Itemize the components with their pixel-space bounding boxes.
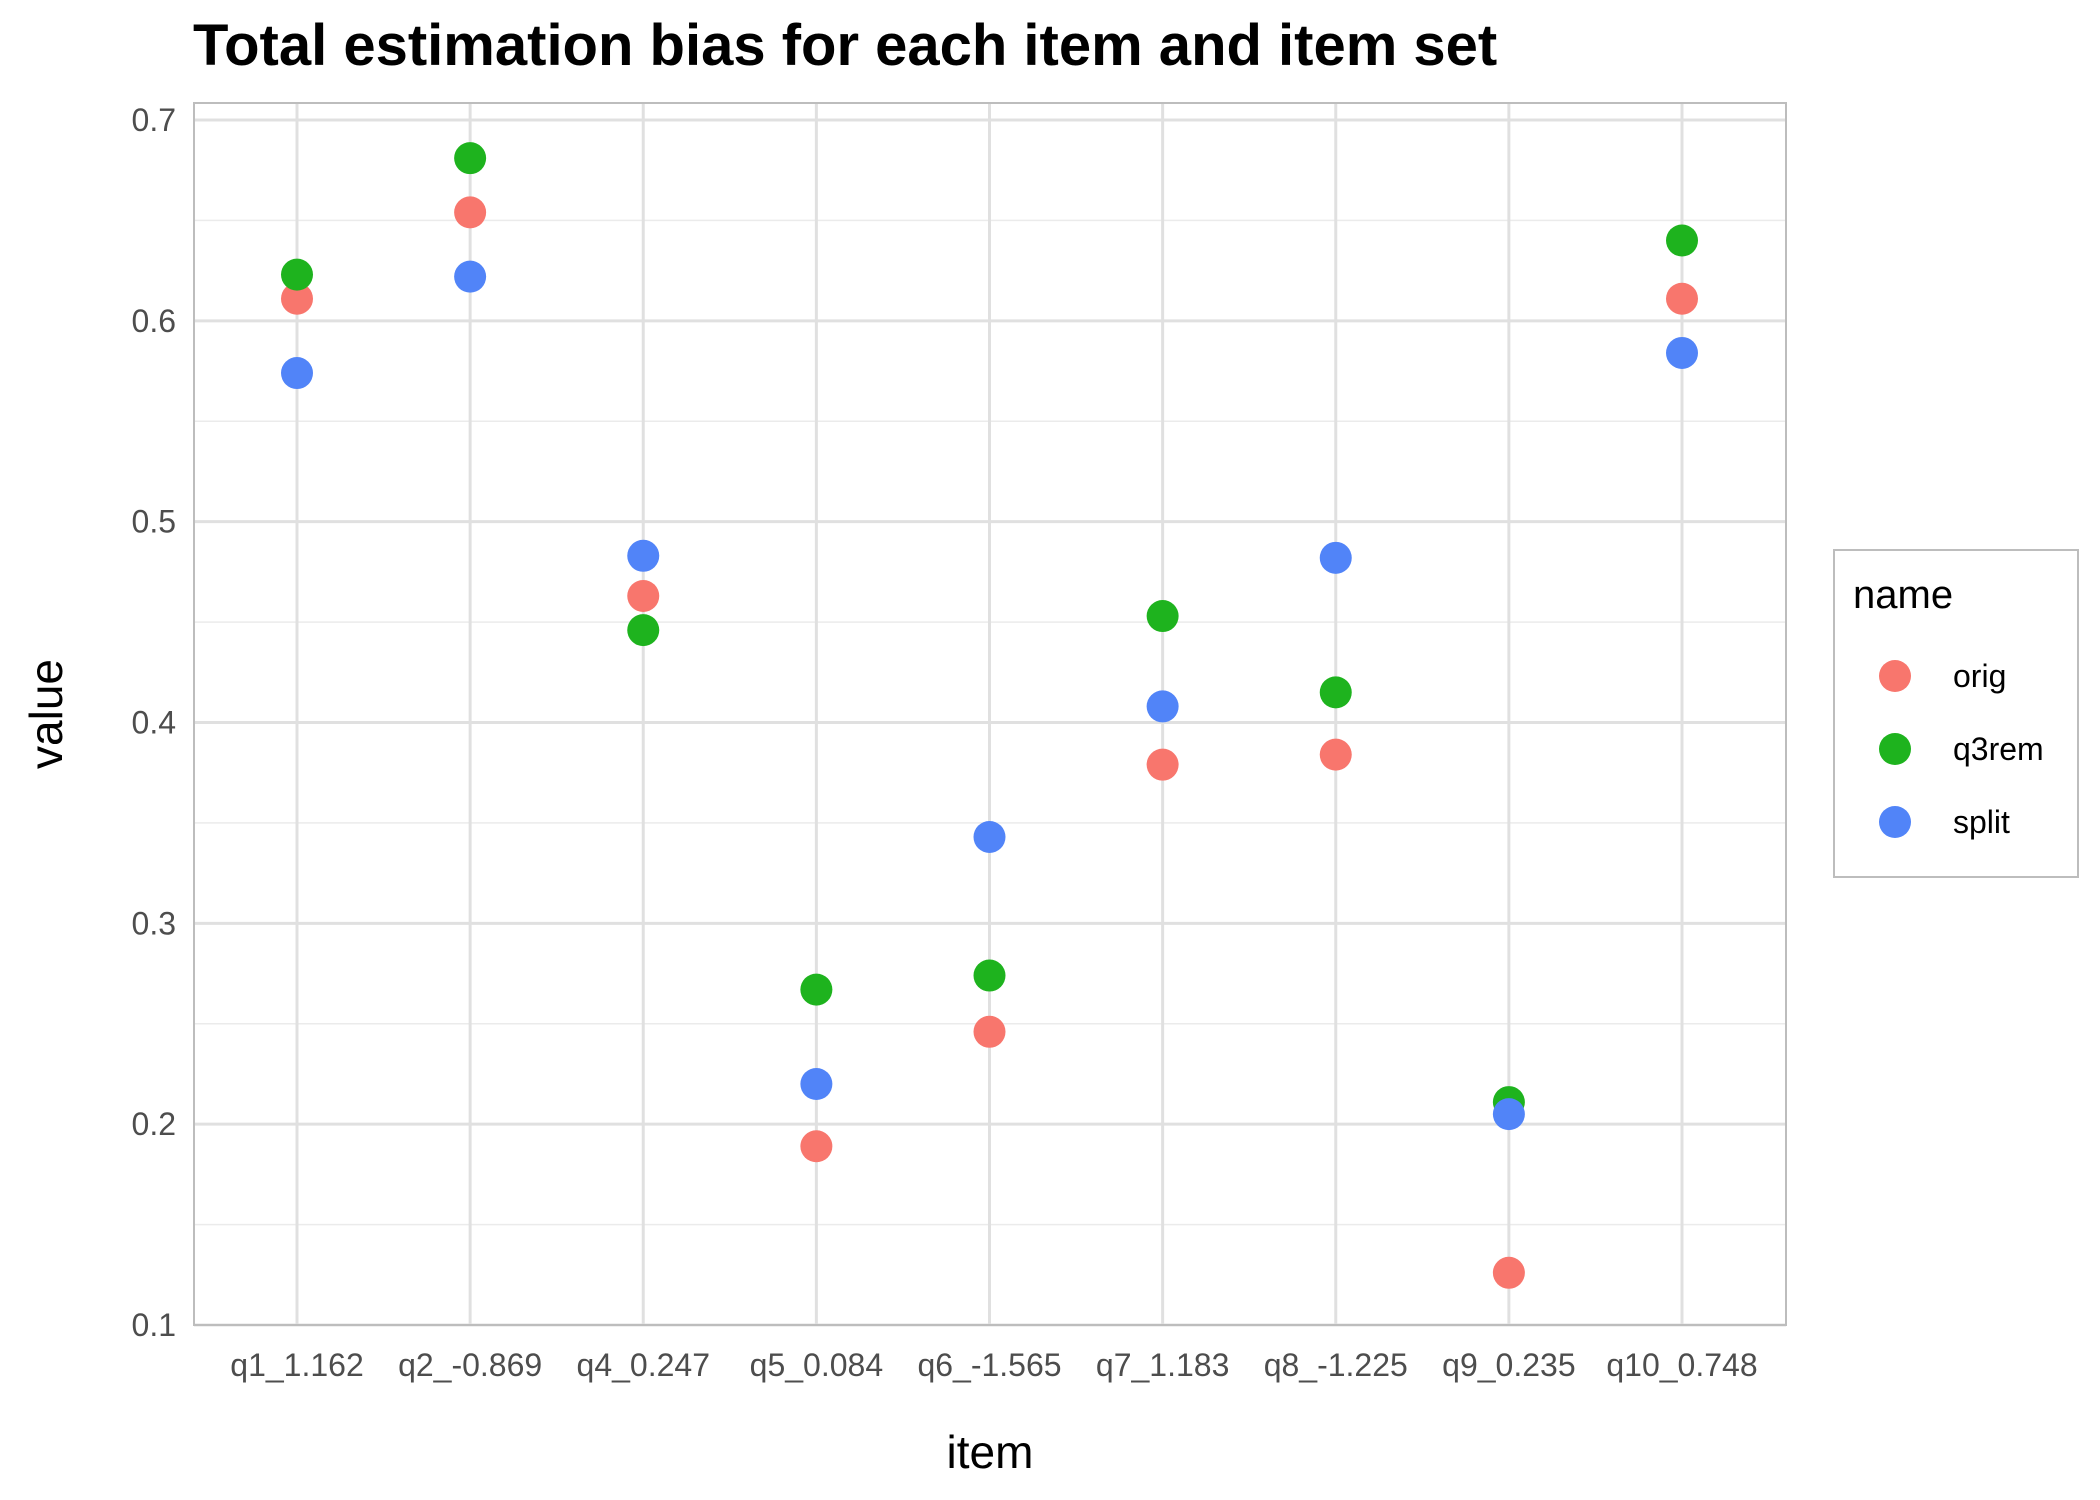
x-tick-label: q2_-0.869 (398, 1347, 542, 1383)
point-orig (281, 282, 313, 315)
point-q3rem (454, 142, 487, 175)
point-split (1666, 336, 1698, 369)
point-orig (1666, 282, 1698, 315)
point-split (1319, 541, 1352, 574)
legend-items: orig q3rem split (1879, 658, 2044, 840)
x-tick-label: q7_1.183 (1096, 1347, 1229, 1383)
point-q3rem (1146, 600, 1179, 633)
legend-key-orig (1879, 660, 1911, 692)
point-split (1146, 690, 1179, 723)
data-points (281, 142, 1698, 1289)
y-axis-ticks: 0.1 0.2 0.3 0.4 0.5 0.6 0.7 (132, 102, 176, 1343)
legend-key-q3rem (1879, 733, 1911, 765)
legend-key-split (1879, 806, 1911, 838)
x-axis-ticks: q1_1.162 q2_-0.869 q4_0.247 q5_0.084 q6_-1.5… (230, 1347, 1757, 1383)
legend-box (1833, 549, 2079, 878)
y-axis-title: value (20, 659, 72, 769)
point-q3rem (627, 614, 660, 647)
point-orig (627, 579, 660, 612)
grid (194, 103, 1786, 1327)
x-axis-title: item (947, 1426, 1034, 1478)
x-tick-label: q1_1.162 (230, 1347, 363, 1383)
point-orig (1492, 1256, 1525, 1289)
x-tick-label: q5_0.084 (750, 1347, 883, 1383)
point-split (1492, 1098, 1525, 1131)
point-orig (1146, 748, 1179, 781)
chart-title: Total estimation bias for each item and … (193, 13, 1497, 78)
legend-label-orig: orig (1953, 658, 2006, 694)
x-tick-label: q6_-1.565 (917, 1347, 1061, 1383)
x-tick-label: q10_0.748 (1606, 1347, 1757, 1383)
x-tick-label: q9_0.235 (1442, 1347, 1575, 1383)
point-orig (454, 196, 487, 229)
legend-label-q3rem: q3rem (1953, 731, 2044, 767)
y-tick-label: 0.6 (132, 303, 176, 339)
point-q3rem (1319, 676, 1352, 709)
point-orig (800, 1130, 833, 1163)
point-q3rem (800, 973, 833, 1006)
point-split (627, 539, 660, 572)
point-split (281, 357, 313, 390)
x-tick-label: q8_-1.225 (1264, 1347, 1408, 1383)
y-tick-label: 0.5 (132, 504, 176, 540)
point-q3rem (1666, 224, 1698, 257)
y-tick-label: 0.3 (132, 905, 176, 941)
legend-title: name (1853, 573, 1953, 617)
y-tick-label: 0.4 (132, 705, 176, 741)
point-split (454, 260, 487, 293)
y-tick-label: 0.2 (132, 1106, 176, 1142)
point-split (800, 1068, 833, 1100)
point-q3rem (973, 959, 1006, 992)
legend: name orig q3rem split (1833, 549, 2079, 878)
plot-border (193, 102, 1787, 1326)
legend-label-split: split (1953, 804, 2010, 840)
y-tick-label: 0.7 (132, 102, 176, 138)
point-orig (1319, 738, 1352, 771)
point-orig (973, 1015, 1006, 1048)
point-q3rem (281, 258, 313, 291)
y-tick-label: 0.1 (132, 1307, 176, 1343)
x-tick-label: q4_0.247 (577, 1347, 710, 1383)
point-split (973, 820, 1006, 853)
